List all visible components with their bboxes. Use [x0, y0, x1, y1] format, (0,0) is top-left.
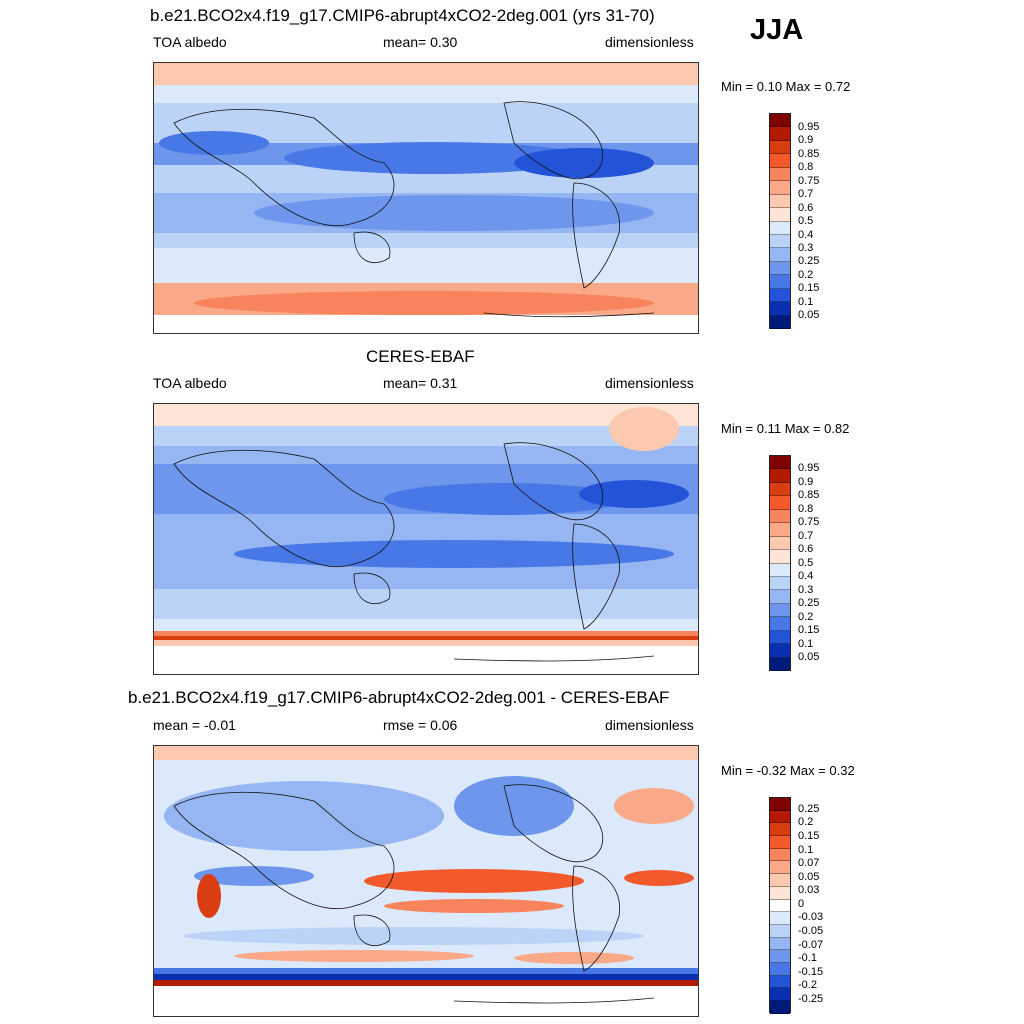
season-label: JJA: [750, 14, 804, 46]
panel-3-map: [153, 745, 699, 1017]
panel-1-title: b.e21.BCO2x4.f19_g17.CMIP6-abrupt4xCO2-2…: [150, 6, 655, 25]
panel-2-map: [153, 403, 699, 675]
panel-1-cbar-label: 0.05: [798, 309, 820, 321]
panel-2-units: dimensionless: [605, 375, 694, 391]
panel-2-colorbar: [769, 455, 791, 671]
panel-3-cbar-label: -0.05: [798, 925, 824, 937]
panel-1-mean: mean= 0.30: [383, 34, 458, 50]
panel-2-cbar-label: 0.2: [798, 611, 814, 623]
panel-3-cbar-label: 0: [798, 898, 805, 910]
panel-2-cbar-label: 0.1: [798, 638, 814, 650]
panel-1-cbar-label: 0.7: [798, 188, 814, 200]
panel-2-cbar-label: 0.85: [798, 489, 820, 501]
panel-3-cbar-label: 0.05: [798, 871, 820, 883]
panel-2-cbar-label: 0.15: [798, 624, 820, 636]
panel-3-cbar-label: 0.15: [798, 830, 820, 842]
panel-1-minmax: Min = 0.10 Max = 0.72: [721, 79, 851, 94]
panel-1-cbar-label: 0.95: [798, 121, 820, 133]
panel-2-minmax: Min = 0.11 Max = 0.82: [721, 421, 850, 436]
panel-1-cbar-label: 0.4: [798, 229, 814, 241]
panel-3-cbar-label: 0.1: [798, 844, 814, 856]
panel-3-mean: mean = -0.01: [153, 717, 236, 733]
panel-1-cbar-label: 0.15: [798, 282, 820, 294]
panel-1-cbar-label: 0.6: [798, 202, 814, 214]
panel-1-cbar-label: 0.8: [798, 161, 814, 173]
panel-1-map: [153, 62, 699, 334]
panel-2-cbar-label: 0.25: [798, 597, 820, 609]
panel-1-cbar-label: 0.75: [798, 175, 820, 187]
panel-3-cbar-label: -0.15: [798, 966, 824, 978]
panel-3-cbar-label: -0.03: [798, 911, 824, 923]
panel-1-variable: TOA albedo: [153, 34, 227, 50]
panel-3-minmax: Min = -0.32 Max = 0.32: [721, 763, 855, 778]
panel-2-cbar-label: 0.05: [798, 651, 820, 663]
panel-3-cbar-label: -0.25: [798, 993, 824, 1005]
panel-2-cbar-label: 0.3: [798, 584, 814, 596]
panel-2-cbar-label: 0.6: [798, 543, 814, 555]
panel-2-cbar-label: 0.8: [798, 503, 814, 515]
panel-1-cbar-label: 0.3: [798, 242, 814, 254]
panel-2-cbar-label: 0.75: [798, 516, 820, 528]
panel-3-rmse: rmse = 0.06: [383, 717, 458, 733]
panel-2-cbar-label: 0.4: [798, 570, 814, 582]
panel-3-units: dimensionless: [605, 717, 694, 733]
panel-2-variable: TOA albedo: [153, 375, 227, 391]
panel-1-cbar-label: 0.5: [798, 215, 814, 227]
panel-1-cbar-label: 0.9: [798, 134, 814, 146]
panel-3-cbar-label: 0.2: [798, 816, 814, 828]
panel-3-cbar-label: -0.1: [798, 952, 817, 964]
panel-2-title: CERES-EBAF: [366, 347, 475, 366]
panel-1-colorbar: [769, 113, 791, 329]
panel-3-cbar-label: 0.07: [798, 857, 820, 869]
panel-3-colorbar: [769, 797, 791, 1014]
panel-1-cbar-label: 0.25: [798, 255, 820, 267]
panel-3-cbar-label: 0.25: [798, 803, 820, 815]
panel-3-title: b.e21.BCO2x4.f19_g17.CMIP6-abrupt4xCO2-2…: [128, 688, 670, 707]
panel-2-mean: mean= 0.31: [383, 375, 458, 391]
panel-1-cbar-label: 0.1: [798, 296, 814, 308]
panel-1-units: dimensionless: [605, 34, 694, 50]
panel-3-cbar-label: 0.03: [798, 884, 820, 896]
panel-3-cbar-label: -0.07: [798, 939, 824, 951]
panel-1-cbar-label: 0.85: [798, 148, 820, 160]
panel-2-cbar-label: 0.95: [798, 462, 820, 474]
panel-2-cbar-label: 0.7: [798, 530, 814, 542]
panel-1-cbar-label: 0.2: [798, 269, 814, 281]
panel-2-cbar-label: 0.5: [798, 557, 814, 569]
panel-2-cbar-label: 0.9: [798, 476, 814, 488]
panel-3-cbar-label: -0.2: [798, 979, 817, 991]
